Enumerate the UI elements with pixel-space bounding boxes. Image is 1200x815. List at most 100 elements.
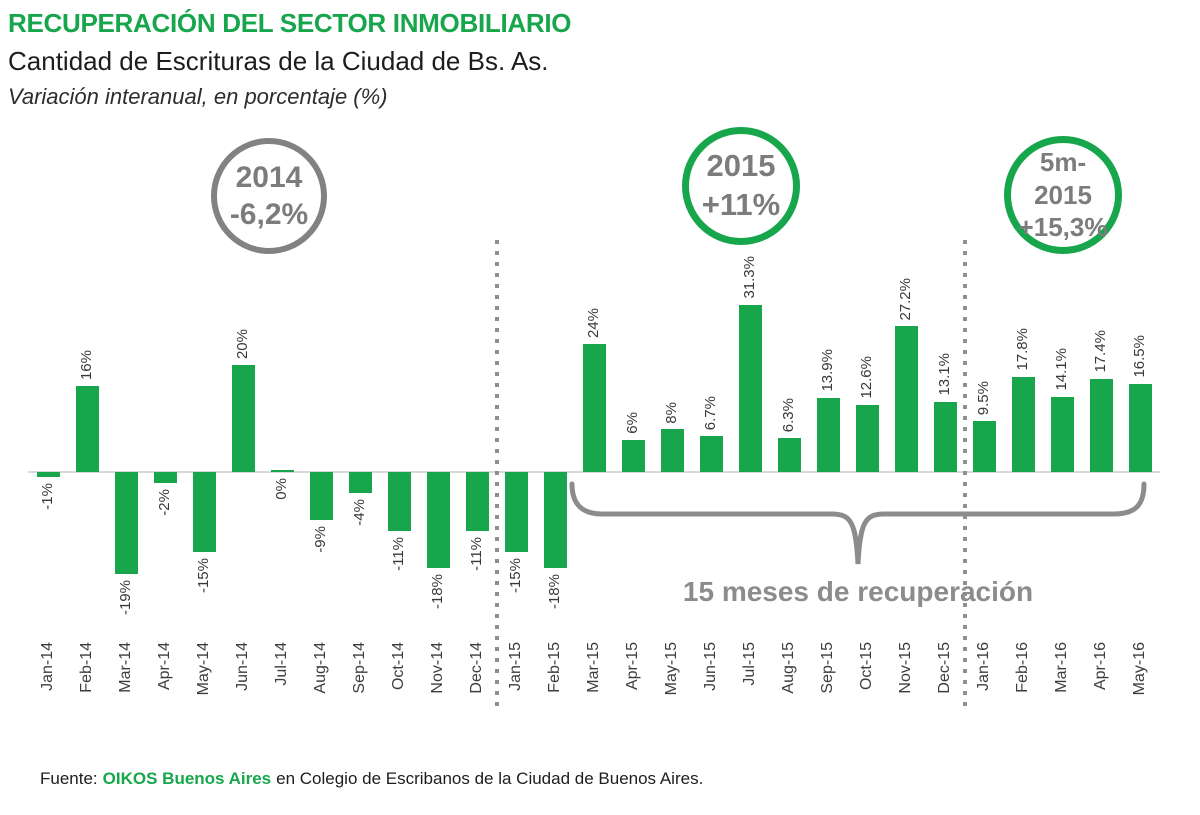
bar-Apr-16 (1089, 378, 1113, 472)
source-prefix: Fuente: (40, 769, 98, 788)
x-axis-tick-label: Aug-15 (780, 642, 797, 694)
annotation-circle-5m-value: +15,3% (1018, 212, 1108, 243)
bar-value-label: 24% (585, 307, 602, 338)
x-axis-tick-label: Jun-15 (702, 642, 719, 691)
bar-value-label: -18% (429, 574, 446, 610)
year-separator-line (962, 240, 967, 706)
bar-value-label: -18% (546, 574, 563, 610)
bar-value-label: 17.4% (1092, 330, 1109, 373)
x-axis-line (28, 471, 1160, 473)
x-axis-tick-label: Oct-14 (390, 642, 407, 691)
bar-Sep-14 (348, 472, 372, 494)
bar-Jan-15 (504, 472, 528, 553)
bar-Jul-14 (270, 470, 294, 472)
x-axis-tick-label: Apr-16 (1092, 642, 1109, 691)
bar-Nov-14 (426, 472, 450, 569)
x-axis-tick-label: Oct-15 (858, 642, 875, 691)
chart-units-note: Variación interanual, en porcentaje (%) (8, 84, 388, 109)
bar-Nov-15 (894, 326, 918, 472)
x-axis-tick-label: Nov-14 (429, 642, 446, 694)
bar-value-label: -1% (39, 483, 56, 511)
annotation-circle-2015-value: +11% (701, 187, 781, 222)
bar-value-label: -2% (156, 488, 173, 516)
annotation-circle-5m-year: 5m-2015 (1034, 147, 1092, 210)
x-axis-tick-label: Jan-14 (39, 642, 56, 691)
x-axis-tick-label: May-15 (663, 642, 680, 696)
bar-Jun-15 (699, 436, 723, 472)
x-axis-tick-label: Mar-14 (117, 642, 134, 693)
bar-Feb-16 (1011, 376, 1035, 472)
x-axis-tick-label: Feb-15 (546, 642, 563, 693)
x-axis-tick-label: Feb-14 (78, 642, 95, 693)
bar-Feb-15 (543, 472, 567, 569)
bar-Mar-15 (582, 343, 606, 472)
x-axis-tick-label: Jul-15 (741, 642, 758, 686)
x-axis-tick-label: Feb-16 (1014, 642, 1031, 693)
annotation-circle-2015-year: 2015 (706, 148, 776, 184)
x-axis-tick-label: Nov-15 (897, 642, 914, 694)
bar-May-16 (1128, 383, 1152, 472)
bar-value-label: 14.1% (1053, 348, 1070, 391)
x-axis-tick-label: Dec-14 (468, 642, 485, 694)
x-axis-tick-label: Jul-14 (273, 642, 290, 686)
brace-annotation (569, 481, 1147, 565)
bar-value-label: -19% (117, 579, 134, 615)
x-axis-tick-label: Mar-16 (1053, 642, 1070, 693)
bar-Mar-16 (1050, 396, 1074, 472)
source-suffix: en Colegio de Escribanos de la Ciudad de… (276, 769, 704, 788)
bar-value-label: 6.7% (702, 395, 719, 431)
bar-May-15 (660, 429, 684, 472)
bar-value-label: 16% (78, 350, 95, 381)
bar-value-label: 6% (624, 412, 641, 434)
chart-subtitle: Cantidad de Escrituras de la Ciudad de B… (8, 46, 549, 76)
bar-Sep-15 (816, 397, 840, 472)
x-axis-tick-label: Jan-15 (507, 642, 524, 691)
bar-Jul-15 (738, 304, 762, 472)
annotation-circle-2015: 2015 +11% (682, 127, 800, 245)
x-axis-tick-label: Jan-16 (975, 642, 992, 691)
brace-label: 15 meses de recuperación (682, 576, 1034, 607)
bar-Aug-14 (309, 472, 333, 521)
year-separator-line (494, 240, 499, 706)
bar-Oct-14 (387, 472, 411, 531)
x-axis-tick-label: Jun-14 (234, 642, 251, 691)
x-axis-tick-label: Apr-15 (624, 642, 641, 691)
bar-value-label: 12.6% (858, 356, 875, 399)
x-axis-tick-label: Sep-15 (819, 642, 836, 694)
bar-Apr-14 (153, 472, 177, 483)
x-axis-tick-label: May-16 (1131, 642, 1148, 696)
x-axis-tick-label: Mar-15 (585, 642, 602, 693)
x-axis-tick-label: Apr-14 (156, 642, 173, 691)
bar-value-label: -4% (351, 499, 368, 527)
bar-value-label: 13.1% (936, 353, 953, 396)
x-axis-tick-label: Aug-14 (312, 642, 329, 694)
source-note: Fuente: OIKOS Buenos Aires en Colegio de E… (40, 769, 703, 789)
bar-value-label: 13.9% (819, 349, 836, 392)
bar-value-label: 8% (663, 401, 680, 424)
bar-value-label: 27.2% (897, 277, 914, 321)
source-name: OIKOS Buenos Aires (102, 769, 272, 788)
bar-value-label: 6.3% (780, 398, 797, 433)
bar-value-label: 16.5% (1131, 335, 1148, 378)
bar-Jan-16 (972, 421, 996, 472)
bar-Dec-14 (465, 472, 489, 531)
x-axis-tick-label: May-14 (195, 642, 212, 696)
bar-value-label: -15% (195, 558, 212, 594)
bar-value-label: 31.3% (741, 256, 758, 299)
bar-Jan-14 (36, 472, 60, 478)
bar-Feb-14 (75, 386, 99, 472)
bar-value-label: 20% (234, 328, 251, 359)
bar-Apr-15 (621, 439, 645, 472)
page-title: RECUPERACIÓN DEL SECTOR INMOBILIARIO (8, 8, 572, 38)
annotation-circle-5m: 5m-2015 +15,3% (1004, 136, 1122, 254)
bar-May-14 (192, 472, 216, 553)
annotation-circle-2014-year: 2014 (235, 160, 303, 194)
x-axis-tick-label: Dec-15 (936, 642, 953, 694)
bar-value-label: 17.8% (1014, 328, 1031, 371)
bar-value-label: 9.5% (975, 380, 992, 416)
curly-brace (569, 481, 1147, 565)
bar-value-label: 0% (273, 478, 290, 500)
bar-Mar-14 (114, 472, 138, 574)
bar-value-label: -9% (312, 526, 329, 553)
